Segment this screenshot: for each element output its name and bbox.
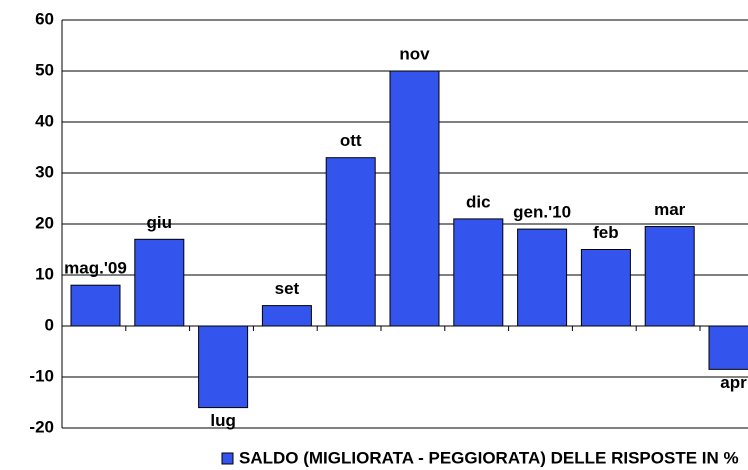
y-tick-label: 50 bbox=[35, 60, 54, 79]
category-label: feb bbox=[593, 223, 619, 242]
category-label: giu bbox=[147, 213, 173, 232]
y-tick-label: 60 bbox=[35, 9, 54, 28]
category-label: mar bbox=[654, 200, 686, 219]
y-tick-label: 40 bbox=[35, 111, 54, 130]
y-tick-label: -20 bbox=[29, 417, 54, 436]
y-tick-label: -10 bbox=[29, 366, 54, 385]
bar bbox=[708, 325, 748, 370]
category-label: dic bbox=[466, 192, 491, 211]
bar bbox=[453, 218, 504, 327]
bar bbox=[517, 228, 568, 327]
y-tick-label: 20 bbox=[35, 213, 54, 232]
bar bbox=[70, 284, 121, 327]
category-label: lug bbox=[210, 411, 236, 430]
category-label: gen.'10 bbox=[513, 203, 571, 222]
bar bbox=[325, 157, 376, 327]
bar bbox=[644, 226, 695, 327]
y-tick-label: 0 bbox=[45, 315, 54, 334]
y-tick-label: 10 bbox=[35, 264, 54, 283]
category-label: nov bbox=[399, 44, 430, 63]
category-label: mag.'09 bbox=[64, 259, 127, 278]
bar bbox=[389, 70, 440, 327]
bar bbox=[134, 238, 185, 327]
category-label: ott bbox=[340, 131, 362, 150]
bar bbox=[261, 305, 312, 327]
y-tick-label: 30 bbox=[35, 162, 54, 181]
bar bbox=[580, 249, 631, 327]
bar bbox=[198, 325, 249, 409]
legend-swatch bbox=[221, 452, 234, 465]
category-label: apr bbox=[720, 373, 747, 392]
category-label: set bbox=[275, 279, 300, 298]
legend-label: SALDO (MIGLIORATA - PEGGIORATA) DELLE RI… bbox=[239, 448, 739, 467]
